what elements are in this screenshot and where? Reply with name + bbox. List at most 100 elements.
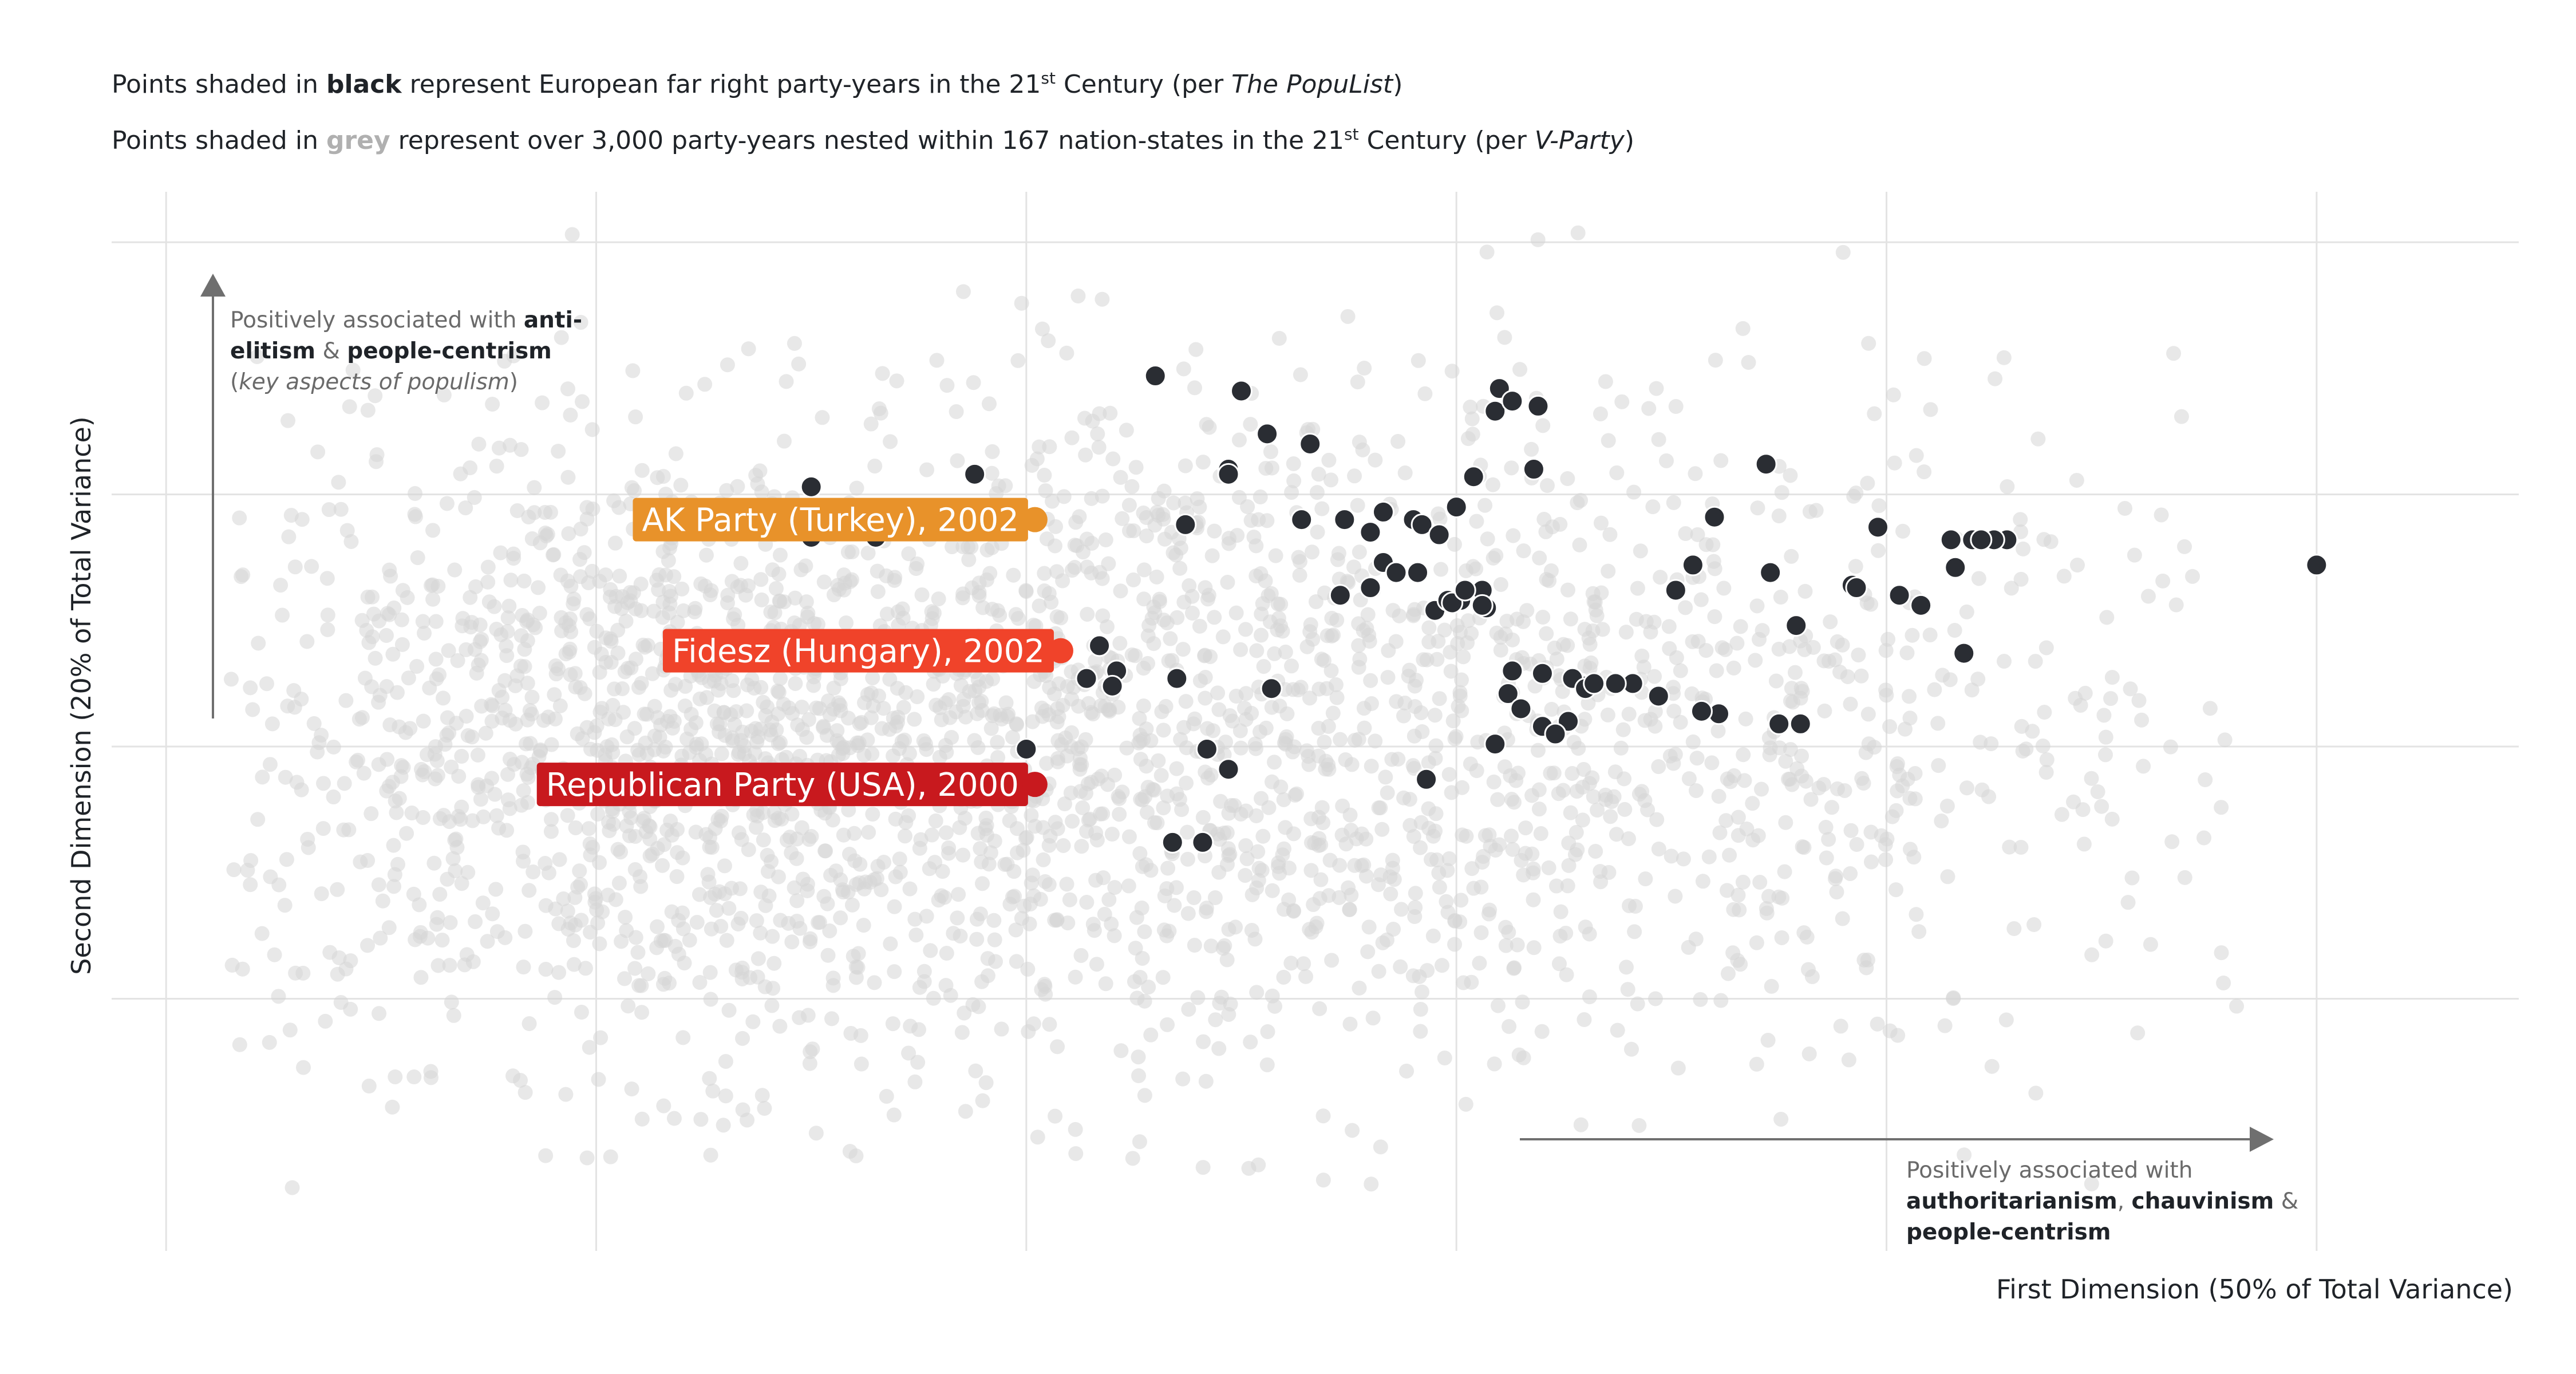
grey-point: [1169, 786, 1184, 802]
grey-point: [1084, 491, 1099, 506]
grey-point: [1509, 611, 1524, 627]
grey-point: [634, 978, 649, 993]
grey-point: [1615, 722, 1631, 737]
grey-point: [1693, 592, 1709, 607]
grey-point: [1411, 353, 1426, 368]
grey-point: [1025, 714, 1040, 729]
grey-point: [628, 930, 643, 945]
grey-point: [720, 587, 736, 603]
grey-point: [410, 550, 425, 566]
grey-point: [1042, 1017, 1057, 1032]
grey-point: [516, 960, 531, 975]
grey-point: [1835, 244, 1851, 260]
black-point: [1329, 584, 1352, 607]
grey-point: [1112, 635, 1128, 651]
grey-point: [572, 863, 587, 879]
grey-point: [1688, 466, 1703, 481]
grey-point: [250, 349, 265, 365]
grey-point: [675, 905, 690, 921]
grey-point: [745, 1014, 761, 1029]
grey-point: [1174, 802, 1190, 818]
grey-point: [1256, 659, 1271, 674]
grey-point: [642, 848, 658, 864]
grey-point: [1351, 638, 1366, 653]
grey-point: [385, 1099, 400, 1115]
grey-point: [423, 1064, 438, 1079]
grey-point: [887, 899, 902, 914]
grey-point: [839, 615, 854, 630]
grey-point: [532, 606, 547, 621]
grey-point: [1738, 711, 1753, 727]
grey-point: [1119, 423, 1134, 438]
grey-point: [459, 709, 474, 724]
grey-point: [1026, 1016, 1041, 1032]
grey-point: [2154, 507, 2169, 523]
grey-point: [1560, 638, 1575, 653]
grey-point: [1375, 935, 1390, 950]
grey-point: [1053, 610, 1069, 626]
grey-point: [365, 589, 380, 605]
grey-point: [371, 877, 386, 893]
grey-point: [351, 712, 367, 727]
grey-point: [615, 705, 631, 720]
grey-point: [1228, 919, 1243, 935]
grey-point: [1504, 792, 1519, 807]
grey-point: [1405, 758, 1421, 773]
grey-point: [2198, 772, 2213, 788]
grey-point: [844, 897, 860, 913]
grey-point: [750, 951, 766, 966]
grey-point: [1618, 625, 1634, 640]
grey-point: [2073, 697, 2088, 713]
grey-point: [480, 574, 496, 590]
grey-point: [1690, 527, 1705, 542]
grey-point: [278, 769, 293, 785]
grey-point: [990, 603, 1005, 618]
grey-point: [439, 728, 455, 743]
grey-point: [566, 591, 582, 607]
grey-point: [1705, 537, 1721, 552]
grey-point: [523, 736, 538, 751]
grey-point: [727, 607, 742, 622]
grey-point: [320, 607, 335, 623]
grey-point: [2131, 693, 2147, 708]
grey-point: [1539, 626, 1554, 641]
grey-point: [1383, 886, 1398, 902]
grey-point: [1456, 975, 1471, 990]
grey-point: [449, 840, 465, 855]
grey-point: [538, 962, 554, 977]
grey-point: [1750, 500, 1765, 516]
grey-point: [949, 404, 964, 420]
grey-point: [2014, 718, 2029, 734]
grey-point: [552, 698, 568, 713]
grey-point: [1210, 685, 1226, 701]
grey-point: [675, 1030, 691, 1045]
grey-point: [1176, 361, 1191, 377]
black-point: [1867, 516, 1890, 539]
grey-point: [1775, 890, 1790, 906]
grey-point: [1180, 824, 1195, 840]
grey-point: [280, 413, 296, 428]
grey-point: [1681, 771, 1697, 787]
grey-point: [1797, 583, 1813, 599]
grey-point: [2036, 532, 2052, 547]
grey-point: [867, 872, 882, 887]
grey-point: [688, 824, 704, 840]
grey-point: [223, 672, 239, 687]
grey-point: [756, 832, 771, 848]
grey-point: [1151, 753, 1166, 768]
grey-point: [2084, 1176, 2099, 1191]
grey-point: [1284, 658, 1299, 674]
grey-point: [1785, 694, 1801, 710]
grey-point: [262, 1035, 277, 1050]
grey-point: [1239, 851, 1255, 866]
grey-point: [337, 776, 352, 791]
grey-point: [767, 956, 782, 971]
grey-point: [849, 480, 864, 496]
grey-point: [1835, 637, 1850, 653]
grey-point: [1039, 531, 1054, 547]
grey-point: [886, 1107, 902, 1123]
grey-point: [1735, 874, 1751, 890]
grey-point: [1613, 740, 1629, 756]
grey-point: [1258, 720, 1274, 736]
grey-point: [445, 851, 461, 866]
